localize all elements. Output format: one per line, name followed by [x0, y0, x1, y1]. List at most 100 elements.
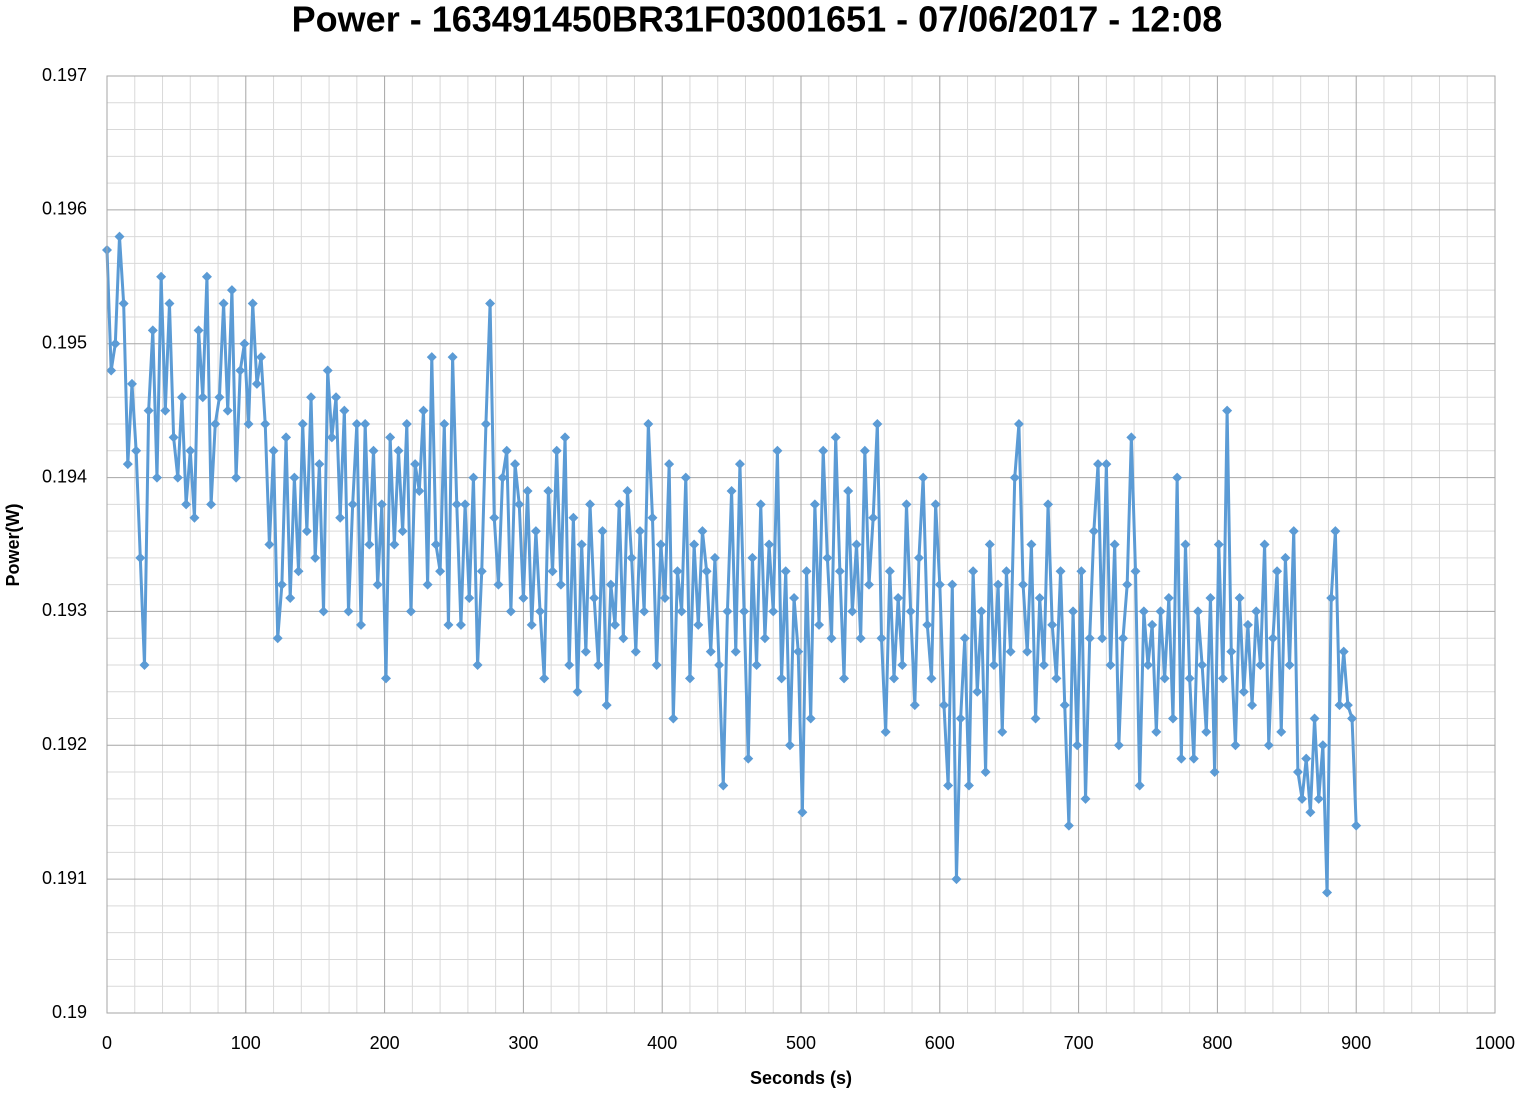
data-point — [1347, 713, 1358, 724]
data-point — [922, 619, 933, 630]
data-point — [243, 419, 254, 430]
data-point — [1301, 753, 1312, 764]
data-point — [614, 499, 625, 510]
data-point — [1342, 700, 1353, 711]
data-point — [1138, 606, 1149, 617]
data-point — [426, 352, 437, 363]
data-point — [938, 700, 949, 711]
data-point — [1105, 659, 1116, 670]
y-tick-label: 0.193 — [42, 600, 87, 620]
y-tick-label: 0.195 — [42, 332, 87, 352]
data-point — [518, 593, 529, 604]
data-point — [464, 593, 475, 604]
data-point — [347, 499, 358, 510]
data-point — [768, 606, 779, 617]
data-point — [1126, 432, 1137, 443]
data-point — [555, 579, 566, 590]
data-point — [368, 445, 379, 456]
data-point — [830, 432, 841, 443]
data-point — [476, 566, 487, 577]
data-point — [472, 659, 483, 670]
plot-border — [106, 75, 1496, 1014]
data-point — [1055, 566, 1066, 577]
data-point — [1034, 593, 1045, 604]
data-point — [689, 539, 700, 550]
data-point — [913, 552, 924, 563]
data-point — [1251, 606, 1262, 617]
data-point — [672, 566, 683, 577]
data-point — [1163, 593, 1174, 604]
data-point — [131, 445, 142, 456]
data-point — [118, 298, 129, 309]
data-point — [335, 512, 346, 523]
data-point — [1205, 593, 1216, 604]
data-point — [351, 419, 362, 430]
data-point — [1151, 726, 1162, 737]
data-point — [651, 659, 662, 670]
data-point — [1226, 646, 1237, 657]
data-point — [143, 405, 154, 416]
data-point — [1267, 633, 1278, 644]
data-point — [1201, 726, 1212, 737]
data-point — [1159, 673, 1170, 684]
data-point — [1080, 793, 1091, 804]
data-point — [430, 539, 441, 550]
data-point — [659, 593, 670, 604]
data-point — [356, 619, 367, 630]
data-point — [818, 445, 829, 456]
data-point — [1238, 686, 1249, 697]
data-point — [151, 472, 162, 483]
data-point — [772, 445, 783, 456]
data-point — [634, 526, 645, 537]
y-tick-label: 0.196 — [42, 199, 87, 219]
y-tick-label: 0.192 — [42, 734, 87, 754]
data-point — [1255, 659, 1266, 670]
data-point — [264, 539, 275, 550]
data-point — [1192, 606, 1203, 617]
data-point — [839, 673, 850, 684]
data-point — [306, 392, 317, 403]
data-point — [497, 472, 508, 483]
data-point — [764, 539, 775, 550]
data-point — [751, 659, 762, 670]
data-point — [1118, 633, 1129, 644]
data-point — [326, 432, 337, 443]
data-point — [251, 378, 262, 389]
data-point — [393, 445, 404, 456]
data-point — [684, 673, 695, 684]
data-point — [468, 472, 479, 483]
data-point — [539, 673, 550, 684]
data-point — [826, 633, 837, 644]
data-point — [1001, 566, 1012, 577]
data-point — [1326, 593, 1337, 604]
data-point — [597, 526, 608, 537]
data-point — [1026, 539, 1037, 550]
data-point — [1280, 552, 1291, 563]
data-point — [1059, 700, 1070, 711]
data-point — [222, 405, 233, 416]
data-point — [734, 459, 745, 470]
data-point — [135, 552, 146, 563]
data-point — [997, 726, 1008, 737]
x-tick-label: 500 — [786, 1033, 816, 1053]
data-point — [1213, 539, 1224, 550]
data-point — [655, 539, 666, 550]
data-point — [630, 646, 641, 657]
data-point — [1334, 700, 1345, 711]
data-point — [168, 432, 179, 443]
data-point — [709, 552, 720, 563]
data-point — [930, 499, 941, 510]
data-point — [1263, 740, 1274, 751]
data-point — [789, 593, 800, 604]
data-point — [110, 338, 121, 349]
data-point — [493, 579, 504, 590]
data-point — [601, 700, 612, 711]
data-point — [759, 633, 770, 644]
data-point — [888, 673, 899, 684]
data-point — [963, 780, 974, 791]
data-point — [1184, 673, 1195, 684]
data-point — [739, 606, 750, 617]
data-point — [1088, 526, 1099, 537]
data-point — [1351, 820, 1362, 831]
data-point — [1288, 526, 1299, 537]
